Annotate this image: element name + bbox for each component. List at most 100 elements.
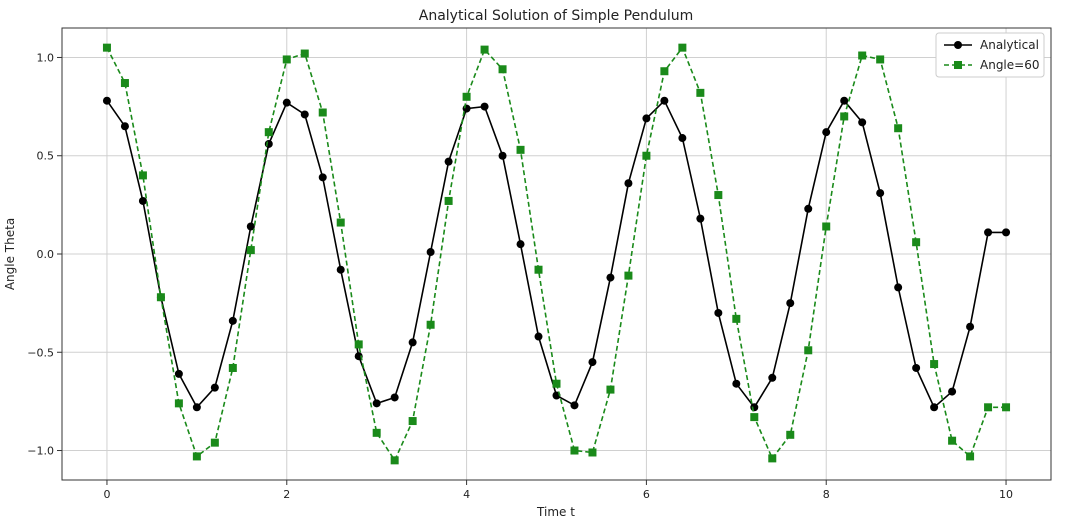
series-1-point [120, 79, 129, 88]
series-1-point [390, 456, 399, 465]
series-0-point [714, 308, 723, 317]
series-1-point [426, 320, 435, 329]
series-1-point [498, 65, 507, 74]
series-0-point [480, 102, 489, 111]
series-0-point [786, 299, 795, 308]
series-0-point [894, 283, 903, 292]
series-0-point [498, 151, 507, 160]
series-0-point [678, 134, 687, 143]
series-1-point [246, 246, 255, 255]
y-tick-label: 0.0 [37, 248, 55, 261]
y-tick-label: 1.0 [37, 51, 55, 64]
series-0-point [732, 379, 741, 388]
series-1-point [462, 92, 471, 101]
legend-angle60-marker [954, 61, 962, 69]
ticks: 0 2 4 6 8 10 1.0 0.5 0.0 −0.5 −1.0 [27, 51, 1013, 501]
series-1-point [678, 43, 687, 52]
series-1-point [966, 452, 975, 461]
series-0-point [228, 316, 237, 325]
series-1-point [156, 293, 165, 302]
series-1-point [894, 124, 903, 133]
series-0-point [570, 401, 579, 410]
series-0-point [192, 403, 201, 412]
series-1-point [912, 238, 921, 247]
series-0-point [750, 403, 759, 412]
x-tick-label: 6 [643, 488, 650, 501]
series-0-point [246, 222, 255, 231]
series-0-point [822, 128, 831, 137]
series-1-point [480, 45, 489, 54]
series-0-point [606, 273, 615, 282]
series-1-point [642, 151, 651, 160]
series-1-point [840, 112, 849, 121]
series-1-point [876, 55, 885, 64]
series-0-point [840, 96, 849, 105]
series-1-point [624, 271, 633, 280]
series-0-point [318, 173, 327, 182]
series-0-point [588, 358, 597, 367]
series-1-point [138, 171, 147, 180]
series-0-point [282, 98, 291, 107]
x-tick-label: 10 [999, 488, 1013, 501]
series-1-point [732, 314, 741, 323]
series-1-point [354, 340, 363, 349]
series-0-point [210, 383, 219, 392]
series-0-point [516, 240, 525, 249]
legend-analytical-label: Analytical [980, 38, 1039, 52]
series-1-point [300, 49, 309, 58]
x-axis-label: Time t [536, 505, 575, 519]
series-0-point [912, 363, 921, 372]
legend: Analytical Angle=60 [935, 32, 1045, 78]
series-1-point [228, 363, 237, 372]
grid [62, 28, 1051, 480]
y-axis-label: Angle Theta [3, 218, 17, 290]
series-1-point [606, 385, 615, 394]
series-0-point [120, 122, 129, 131]
series-1-point [1002, 403, 1011, 412]
series-0-point [336, 265, 345, 274]
series-0-point [390, 393, 399, 402]
series-0-point [264, 139, 273, 148]
series-1-point [930, 360, 939, 369]
series-0-point [1002, 228, 1011, 237]
series-1-point [804, 346, 813, 355]
series-1-point [948, 436, 957, 445]
series-0-point [408, 338, 417, 347]
series-1-point [102, 43, 111, 52]
series-0-point [948, 387, 957, 396]
series-1-point [534, 265, 543, 274]
series-1-point [570, 446, 579, 455]
series-1-point [210, 438, 219, 447]
series-0-point [768, 373, 777, 382]
chart-title: Analytical Solution of Simple Pendulum [419, 8, 693, 24]
series-0-point [300, 110, 309, 119]
series-1-point [444, 196, 453, 205]
series-0-point [102, 96, 111, 105]
series-0-point [858, 118, 867, 127]
series-1-point [174, 399, 183, 408]
x-tick-label: 2 [283, 488, 290, 501]
series-1-point [282, 55, 291, 64]
series-1-point [192, 452, 201, 461]
series-0-point [696, 214, 705, 223]
series-1-point [408, 417, 417, 426]
series-1-point [336, 218, 345, 227]
y-tick-label: −1.0 [27, 445, 54, 458]
series-1-point [858, 51, 867, 60]
series-0-point [984, 228, 993, 237]
x-tick-label: 8 [823, 488, 830, 501]
series-1-point [264, 128, 273, 137]
legend-box [935, 32, 1045, 78]
series-0-point [966, 322, 975, 331]
series-0-point [930, 403, 939, 412]
series-1-point [318, 108, 327, 117]
series-0-point [624, 179, 633, 188]
series-1-point [552, 379, 561, 388]
legend-analytical-marker [954, 41, 962, 49]
series-1-point [588, 448, 597, 457]
series-0-point [642, 114, 651, 123]
series-1-point [516, 145, 525, 154]
series-1-point [984, 403, 993, 412]
x-tick-label: 4 [463, 488, 470, 501]
